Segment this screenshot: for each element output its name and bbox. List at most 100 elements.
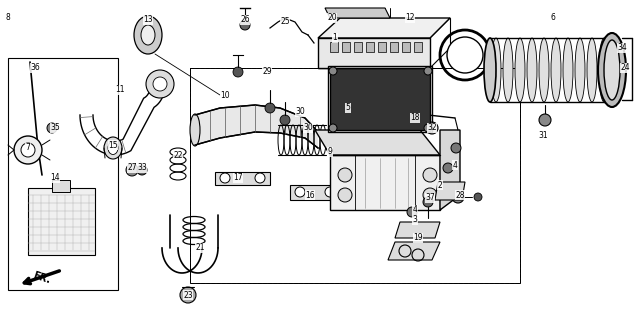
Circle shape <box>325 187 335 197</box>
Text: 36: 36 <box>30 64 40 72</box>
Bar <box>354 42 362 52</box>
Polygon shape <box>330 68 430 130</box>
Text: 12: 12 <box>405 14 415 22</box>
Text: 21: 21 <box>195 243 205 253</box>
Ellipse shape <box>563 38 573 102</box>
Polygon shape <box>395 222 440 238</box>
Ellipse shape <box>604 40 620 100</box>
Text: 26: 26 <box>240 15 250 25</box>
Text: 3: 3 <box>413 215 417 225</box>
Ellipse shape <box>539 38 549 102</box>
Circle shape <box>153 77 167 91</box>
Bar <box>342 42 350 52</box>
Bar <box>390 42 398 52</box>
Text: 2: 2 <box>438 180 442 190</box>
Circle shape <box>180 287 196 303</box>
Ellipse shape <box>491 38 501 102</box>
Circle shape <box>338 168 352 182</box>
Bar <box>330 42 338 52</box>
Circle shape <box>21 143 35 157</box>
Text: 37: 37 <box>425 193 435 203</box>
Bar <box>190 68 520 283</box>
Ellipse shape <box>134 16 162 54</box>
Circle shape <box>426 122 438 134</box>
Text: 24: 24 <box>620 64 630 72</box>
Text: 34: 34 <box>617 43 627 53</box>
Text: 17: 17 <box>233 174 243 182</box>
Polygon shape <box>315 130 440 155</box>
Circle shape <box>423 188 437 202</box>
Polygon shape <box>435 182 465 200</box>
Text: 9: 9 <box>328 147 332 157</box>
Circle shape <box>424 67 432 75</box>
Ellipse shape <box>190 114 200 146</box>
Circle shape <box>280 115 290 125</box>
Bar <box>378 42 386 52</box>
Circle shape <box>329 124 337 132</box>
Text: 29: 29 <box>262 67 272 77</box>
Text: 28: 28 <box>455 191 465 199</box>
Text: 32: 32 <box>427 123 437 133</box>
Bar <box>402 42 410 52</box>
Ellipse shape <box>515 38 525 102</box>
Circle shape <box>451 143 461 153</box>
Text: 6: 6 <box>550 14 556 22</box>
Ellipse shape <box>598 33 626 107</box>
Circle shape <box>240 20 250 30</box>
Text: 8: 8 <box>6 14 10 22</box>
Polygon shape <box>215 172 270 185</box>
Text: 31: 31 <box>538 130 548 140</box>
Circle shape <box>146 70 174 98</box>
Text: 1: 1 <box>333 33 337 43</box>
Text: 20: 20 <box>327 14 337 22</box>
Text: 18: 18 <box>410 113 420 123</box>
Circle shape <box>47 123 57 133</box>
Polygon shape <box>440 130 460 210</box>
Text: 23: 23 <box>183 290 193 300</box>
Ellipse shape <box>104 137 122 159</box>
Circle shape <box>474 193 482 201</box>
Polygon shape <box>388 242 440 260</box>
Circle shape <box>407 207 417 217</box>
Text: 15: 15 <box>108 140 118 150</box>
Text: 22: 22 <box>173 151 183 159</box>
Text: 4: 4 <box>452 161 458 169</box>
Circle shape <box>265 103 275 113</box>
Circle shape <box>423 197 433 207</box>
Circle shape <box>424 124 432 132</box>
Circle shape <box>126 164 138 176</box>
Bar <box>52 180 70 192</box>
Bar <box>328 66 432 132</box>
Polygon shape <box>28 188 95 255</box>
Ellipse shape <box>141 25 155 45</box>
Bar <box>366 42 374 52</box>
Polygon shape <box>195 105 318 148</box>
Circle shape <box>14 136 42 164</box>
Text: 19: 19 <box>413 233 423 243</box>
Circle shape <box>233 67 243 77</box>
Text: 10: 10 <box>220 90 230 100</box>
Text: 5: 5 <box>346 104 351 112</box>
Ellipse shape <box>484 38 496 102</box>
Polygon shape <box>325 8 390 18</box>
Text: 4: 4 <box>413 205 417 215</box>
Circle shape <box>443 163 453 173</box>
Text: 16: 16 <box>305 191 315 199</box>
Circle shape <box>447 37 483 73</box>
Circle shape <box>255 173 265 183</box>
Bar <box>8 58 118 290</box>
Text: 11: 11 <box>115 85 125 94</box>
Polygon shape <box>318 38 430 68</box>
Text: 35: 35 <box>50 123 60 133</box>
Text: 13: 13 <box>143 15 153 25</box>
Circle shape <box>295 187 305 197</box>
Ellipse shape <box>108 141 118 154</box>
Ellipse shape <box>527 38 537 102</box>
Polygon shape <box>290 185 340 200</box>
Text: 30: 30 <box>303 123 313 133</box>
Ellipse shape <box>503 38 513 102</box>
Circle shape <box>137 165 147 175</box>
Text: 7: 7 <box>26 144 31 152</box>
Polygon shape <box>330 155 440 210</box>
Circle shape <box>329 67 337 75</box>
